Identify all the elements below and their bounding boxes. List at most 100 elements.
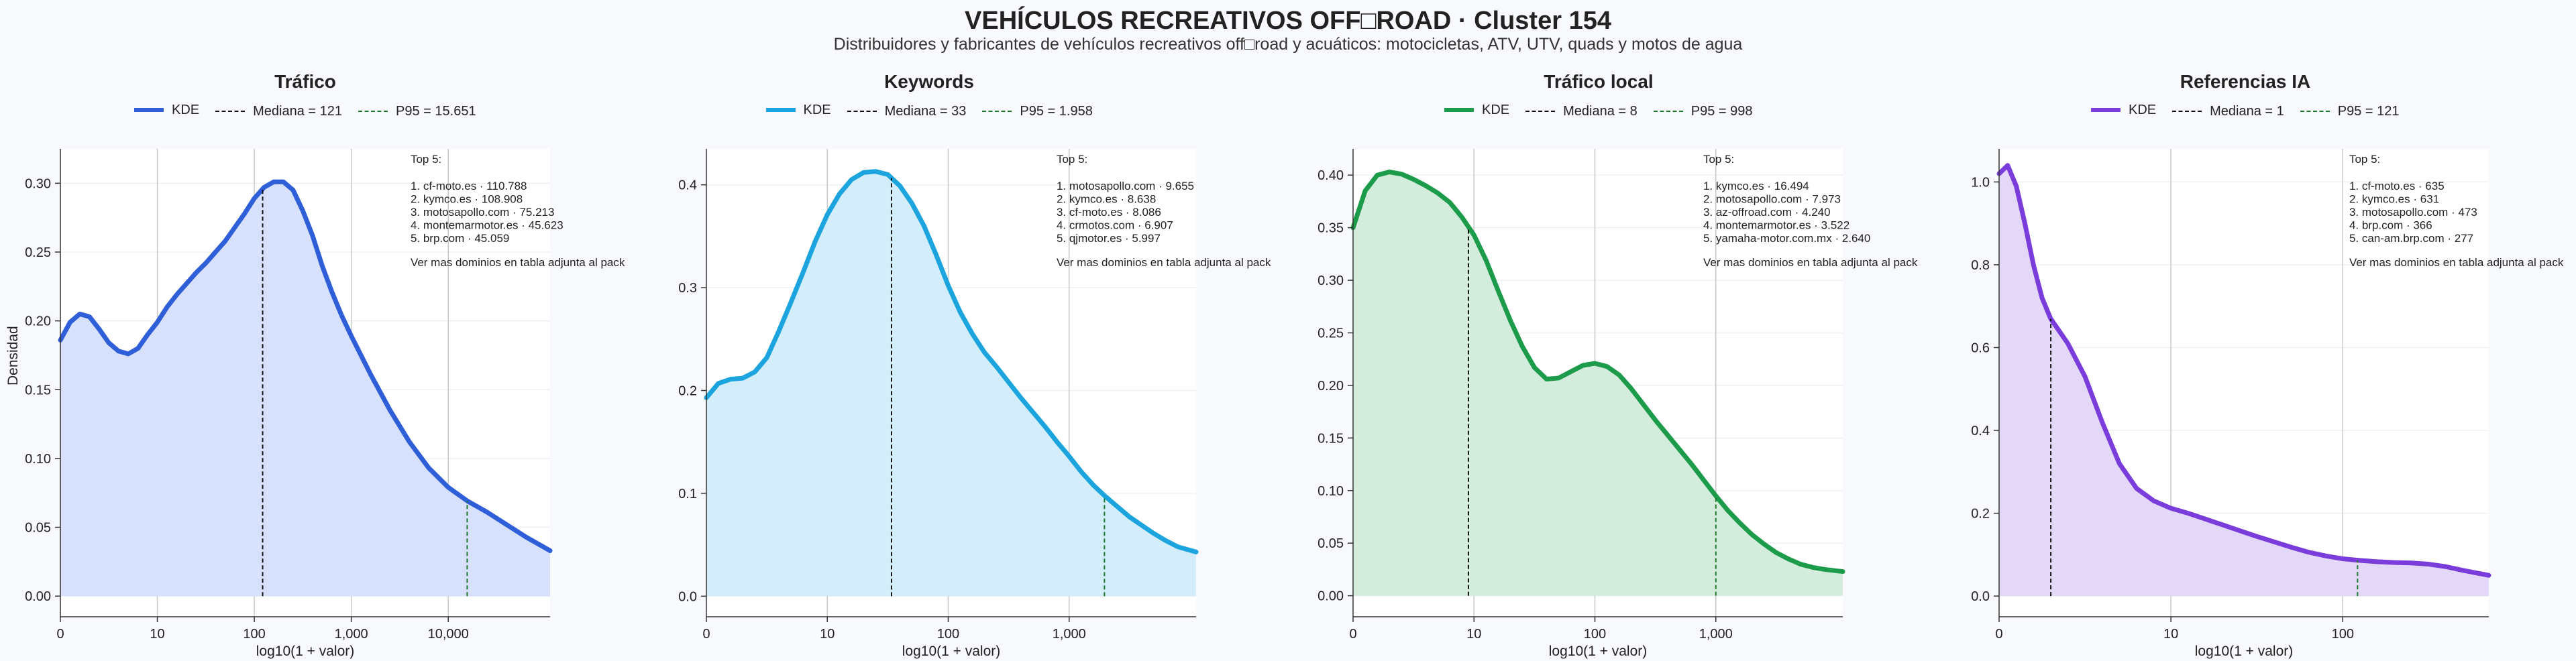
- x-tick-label: 100: [243, 627, 265, 642]
- legend-swatch: [2172, 111, 2202, 112]
- y-tick-label: 0.4: [678, 178, 697, 193]
- top5-item: 5. yamaha-motor.com.mx · 2.640: [1703, 232, 1870, 245]
- top5-item: 2. kymco.es · 108.908: [411, 193, 523, 206]
- top5-item: 5. qjmotor.es · 5.997: [1057, 232, 1161, 245]
- legend-p95: P95 = 1.958: [982, 103, 1093, 119]
- top5-item: 3. az-offroad.com · 4.240: [1703, 206, 1831, 219]
- y-axis-label: Densidad: [5, 326, 21, 385]
- legend-kde: KDE: [134, 103, 199, 118]
- top5-note: Ver mas dominios en tabla adjunta al pac…: [1057, 256, 1271, 269]
- legend-median: Mediana = 1: [2172, 104, 2284, 119]
- top5-item: 5. brp.com · 45.059: [411, 232, 509, 245]
- legend: KDE Mediana = 121 P95 = 15.651: [134, 101, 492, 119]
- legend-label: Mediana = 8: [1563, 103, 1638, 119]
- legend-p95: P95 = 998: [1653, 103, 1753, 119]
- y-tick-label: 0.15: [25, 383, 51, 398]
- y-tick-label: 0.0: [678, 589, 697, 604]
- y-tick-label: 0.4: [1971, 424, 1990, 438]
- x-tick-label: 10: [150, 627, 164, 642]
- legend-swatch: [982, 111, 1012, 112]
- top5-header: Top 5:: [1057, 153, 1087, 166]
- top5-note: Ver mas dominios en tabla adjunta al pac…: [411, 256, 625, 269]
- legend-p95: P95 = 121: [2300, 104, 2400, 119]
- top5-item: 1. motosapollo.com · 9.655: [1057, 180, 1194, 192]
- y-tick-label: 0.35: [1318, 221, 1344, 236]
- x-tick-label: 10: [2163, 627, 2178, 642]
- top5-header: Top 5:: [1703, 153, 1734, 166]
- kde-area: [706, 171, 1196, 597]
- legend-kde: KDE: [765, 103, 831, 118]
- x-tick-label: 1,000: [1053, 627, 1086, 642]
- y-tick-label: 0.2: [1971, 507, 1990, 522]
- y-tick-label: 0.25: [25, 245, 51, 260]
- legend-label: KDE: [172, 102, 200, 117]
- panel-title: Tráfico local: [1544, 71, 1654, 92]
- y-tick-label: 0.20: [1318, 379, 1344, 394]
- top5-item: 4. brp.com · 366: [2349, 219, 2432, 232]
- top5-item: 1. cf-moto.es · 635: [2349, 180, 2445, 192]
- kde-line: [704, 169, 1199, 554]
- page-title: VEHÍCULOS RECREATIVOS OFF□ROAD · Cluster…: [965, 7, 1611, 35]
- y-tick-label: 0.10: [1318, 484, 1344, 499]
- legend-swatch: [2091, 108, 2121, 112]
- legend: KDE Mediana = 33 P95 = 1.958: [765, 101, 1109, 119]
- legend-kde: KDE: [1444, 103, 1509, 118]
- x-tick-label: 100: [2332, 627, 2354, 642]
- x-tick-label: 1,000: [1699, 627, 1733, 642]
- legend-swatch: [765, 108, 796, 112]
- top5-header: Top 5:: [411, 153, 441, 166]
- legend-median: Mediana = 8: [1525, 104, 1638, 119]
- legend-label: P95 = 1.958: [1020, 103, 1093, 119]
- legend-swatch: [215, 111, 246, 112]
- legend-kde: KDE: [2091, 103, 2156, 118]
- y-tick-label: 0.40: [1318, 168, 1344, 183]
- legend-median: Mediana = 33: [847, 104, 966, 119]
- y-tick-label: 0.10: [25, 452, 51, 467]
- y-tick-label: 0.00: [1318, 589, 1344, 604]
- chart-panel-4: 0.0 0.2 0.4 0.6 0.8 1.0 0 10 100 log10(1 + valor)…: [1971, 149, 2564, 659]
- legend-swatch: [1444, 108, 1474, 112]
- y-tick-label: 0.8: [1971, 258, 1990, 273]
- x-tick-label: 100: [937, 627, 959, 642]
- kde-line: [58, 179, 553, 553]
- y-tick-label: 0.25: [1318, 326, 1344, 341]
- chart-panel-3: 0.00 0.05 0.10 0.15 0.20 0.25 0.30 0.35 0.40 0 10 1…: [1318, 149, 1918, 659]
- y-tick-label: 1.0: [1971, 175, 1990, 190]
- legend-label: KDE: [1482, 102, 1510, 117]
- y-tick-label: 0.2: [678, 384, 697, 399]
- top5-item: 2. kymco.es · 8.638: [1057, 193, 1156, 206]
- legend-label: P95 = 998: [1690, 103, 1753, 119]
- legend-swatch: [2300, 111, 2330, 112]
- y-tick-label: 0.6: [1971, 341, 1990, 355]
- legend-swatch: [847, 111, 877, 112]
- legend-swatch: [1653, 111, 1683, 112]
- chart-panel-2: 0.0 0.1 0.2 0.3 0.4 0 10 100 1,000 log10(1 + valo…: [678, 149, 1271, 659]
- x-axis-label: log10(1 + valor): [2195, 644, 2294, 659]
- top5-item: 2. kymco.es · 631: [2349, 193, 2439, 206]
- x-tick-label: 10,000: [428, 627, 469, 642]
- plot-area: [706, 149, 1196, 617]
- legend-label: Mediana = 121: [253, 103, 343, 119]
- top5-note: Ver mas dominios en tabla adjunta al pac…: [2349, 256, 2564, 269]
- legend: KDE Mediana = 8 P95 = 998: [1444, 101, 1769, 119]
- top5-item: 2. motosapollo.com · 7.973: [1703, 193, 1841, 206]
- y-tick-label: 0.05: [25, 521, 51, 536]
- chart-panel-1: 0.00 0.05 0.10 0.15 0.20 0.25 0.30 0 10 100 1,000 1…: [25, 149, 625, 659]
- legend-label: P95 = 121: [2337, 103, 2400, 119]
- x-tick-label: 0: [1995, 627, 2002, 642]
- legend-label: Mediana = 1: [2210, 103, 2284, 119]
- x-tick-label: 0: [56, 627, 64, 642]
- panel-title: Referencias IA: [2180, 71, 2311, 92]
- top5-item: 1. cf-moto.es · 110.788: [411, 180, 527, 192]
- y-tick-label: 0.3: [678, 281, 697, 296]
- legend-label: P95 = 15.651: [396, 103, 476, 119]
- y-tick-label: 0.05: [1318, 536, 1344, 551]
- kde-area: [1999, 165, 2489, 597]
- kde-line: [1996, 163, 2491, 578]
- top5-item: 3. cf-moto.es · 8.086: [1057, 206, 1161, 219]
- y-tick-label: 0.20: [25, 314, 51, 329]
- legend-swatch: [1525, 111, 1556, 112]
- x-tick-label: 10: [1466, 627, 1481, 642]
- y-tick-label: 0.0: [1971, 589, 1990, 604]
